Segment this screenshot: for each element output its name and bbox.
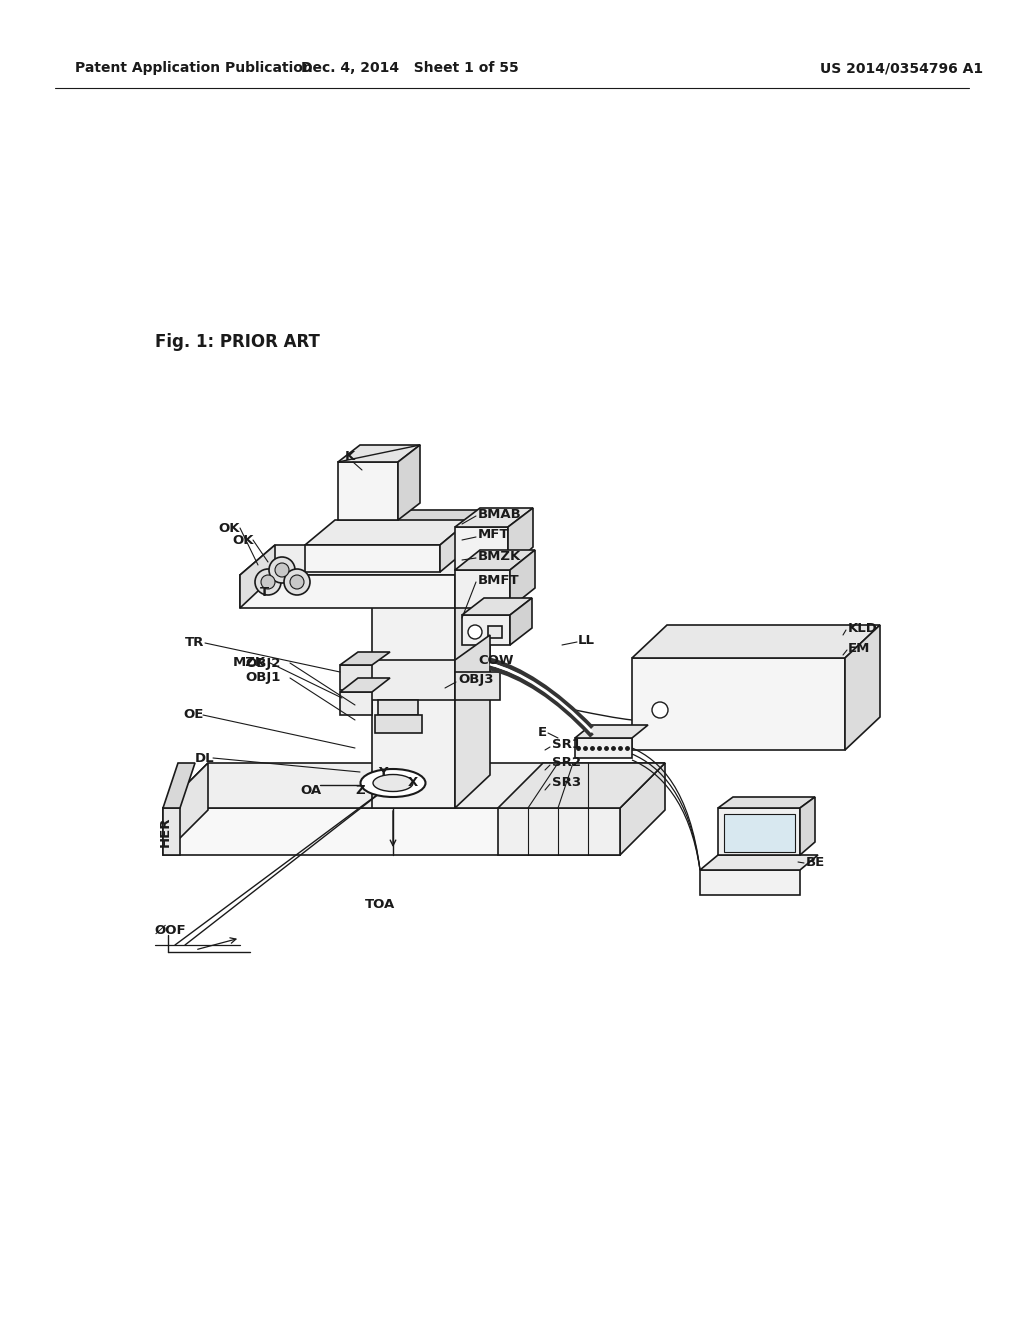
Polygon shape [632, 657, 845, 750]
Text: TR: TR [185, 636, 205, 649]
Polygon shape [340, 665, 372, 690]
Text: K: K [345, 450, 355, 463]
Polygon shape [718, 797, 815, 808]
Text: OK: OK [218, 521, 240, 535]
Polygon shape [338, 462, 398, 520]
Polygon shape [240, 545, 275, 609]
Text: OK: OK [232, 533, 254, 546]
Circle shape [468, 624, 482, 639]
Text: COW: COW [478, 653, 513, 667]
Text: T: T [260, 586, 269, 599]
Polygon shape [398, 445, 420, 520]
Polygon shape [462, 598, 532, 615]
Polygon shape [163, 808, 620, 855]
Polygon shape [575, 725, 648, 738]
Text: DL: DL [195, 751, 215, 764]
Circle shape [269, 557, 295, 583]
Ellipse shape [360, 770, 426, 797]
Polygon shape [372, 510, 490, 532]
Text: Dec. 4, 2014   Sheet 1 of 55: Dec. 4, 2014 Sheet 1 of 55 [301, 61, 519, 75]
Text: Patent Application Publication: Patent Application Publication [75, 61, 312, 75]
Polygon shape [455, 635, 490, 700]
Text: ØOF: ØOF [155, 924, 186, 936]
Polygon shape [498, 763, 665, 808]
Polygon shape [440, 520, 470, 572]
Polygon shape [455, 527, 508, 570]
Polygon shape [375, 715, 422, 733]
Polygon shape [340, 692, 372, 715]
Text: KLD: KLD [848, 622, 878, 635]
Text: BMFT: BMFT [478, 573, 519, 586]
Text: TOA: TOA [365, 899, 395, 912]
Polygon shape [455, 510, 490, 808]
Polygon shape [455, 508, 534, 527]
Circle shape [255, 569, 281, 595]
Polygon shape [305, 545, 440, 572]
Polygon shape [462, 615, 510, 645]
Polygon shape [620, 763, 665, 855]
Polygon shape [163, 808, 180, 855]
Polygon shape [632, 624, 880, 657]
Polygon shape [240, 545, 490, 576]
Polygon shape [800, 797, 815, 855]
Polygon shape [378, 700, 418, 715]
Text: Fig. 1: PRIOR ART: Fig. 1: PRIOR ART [155, 333, 319, 351]
Ellipse shape [373, 775, 413, 792]
Polygon shape [240, 576, 455, 609]
Polygon shape [845, 624, 880, 750]
Polygon shape [163, 763, 208, 855]
Polygon shape [498, 808, 620, 855]
Circle shape [284, 569, 310, 595]
Polygon shape [455, 570, 510, 609]
Text: BMAB: BMAB [478, 508, 522, 521]
Text: Y: Y [378, 767, 387, 780]
Circle shape [652, 702, 668, 718]
Text: SR3: SR3 [552, 776, 582, 788]
Polygon shape [163, 763, 665, 808]
Text: LL: LL [578, 634, 595, 647]
Polygon shape [510, 550, 535, 609]
Text: SR1: SR1 [552, 738, 581, 751]
Polygon shape [455, 550, 535, 570]
Polygon shape [510, 598, 532, 645]
Text: EM: EM [848, 642, 870, 655]
Text: OBJ2: OBJ2 [245, 656, 281, 669]
Polygon shape [163, 763, 195, 808]
Circle shape [290, 576, 304, 589]
Text: Z: Z [355, 784, 365, 796]
Text: MZK: MZK [233, 656, 266, 669]
Polygon shape [575, 738, 632, 758]
Text: OBJ1: OBJ1 [245, 672, 281, 685]
Polygon shape [508, 508, 534, 570]
Text: US 2014/0354796 A1: US 2014/0354796 A1 [820, 61, 983, 75]
Polygon shape [340, 678, 390, 692]
Polygon shape [338, 445, 420, 462]
Polygon shape [718, 808, 800, 855]
Polygon shape [305, 520, 470, 545]
Text: OA: OA [300, 784, 322, 796]
Polygon shape [700, 855, 818, 870]
Text: E: E [538, 726, 547, 739]
Circle shape [261, 576, 275, 589]
Circle shape [275, 564, 289, 577]
Polygon shape [355, 660, 455, 700]
Polygon shape [488, 626, 502, 638]
Polygon shape [700, 870, 800, 895]
Polygon shape [372, 532, 455, 808]
Text: OBJ3: OBJ3 [458, 673, 494, 686]
Text: BMZK: BMZK [478, 550, 521, 564]
Text: BE: BE [806, 855, 825, 869]
Text: HER: HER [159, 817, 172, 847]
Text: MFT: MFT [478, 528, 510, 541]
Text: X: X [408, 776, 418, 789]
Polygon shape [724, 814, 795, 851]
Polygon shape [455, 672, 500, 700]
Polygon shape [340, 652, 390, 665]
Text: OE: OE [183, 709, 204, 722]
Text: SR2: SR2 [552, 756, 581, 770]
